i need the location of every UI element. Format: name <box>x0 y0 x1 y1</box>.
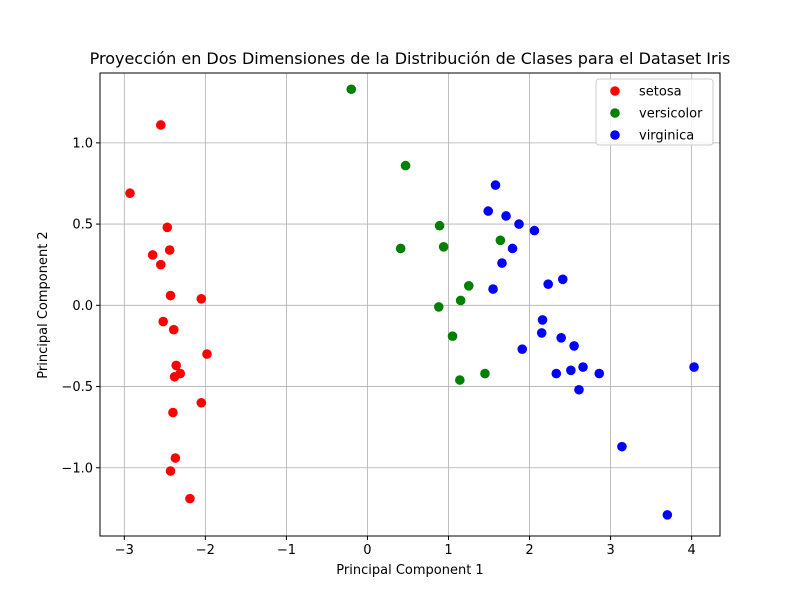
setosa-point <box>164 245 175 255</box>
setosa-point <box>171 360 181 371</box>
x-tick-label: 3 <box>606 543 614 558</box>
virginica-point <box>490 180 501 190</box>
virginica-point <box>483 206 494 216</box>
y-tick-label: 0.5 <box>72 218 93 233</box>
versicolor-point <box>434 220 445 231</box>
x-tick-label: 2 <box>525 543 533 558</box>
series-setosa <box>125 120 212 504</box>
setosa-point <box>165 290 176 301</box>
virginica-point <box>517 344 528 354</box>
setosa-point <box>168 324 179 335</box>
virginica-point <box>689 362 699 372</box>
series-virginica <box>483 180 699 520</box>
data-points <box>125 84 699 520</box>
y-tick-label: 0.0 <box>72 299 93 314</box>
x-tick-label: −1 <box>277 543 296 558</box>
series-versicolor <box>346 84 506 385</box>
setosa-point <box>125 188 135 199</box>
setosa-point <box>162 222 173 233</box>
setosa-point <box>147 250 158 260</box>
versicolor-point <box>433 302 444 312</box>
setosa-point <box>202 349 212 359</box>
virginica-point <box>501 211 511 221</box>
y-tick-label: −1.0 <box>61 461 93 476</box>
setosa-point <box>158 316 169 327</box>
virginica-point <box>529 225 540 236</box>
legend-label-versicolor: versicolor <box>639 107 703 122</box>
virginica-point <box>551 368 562 379</box>
y-axis-label: Principal Component 2 <box>36 231 51 378</box>
setosa-point <box>170 453 181 463</box>
virginica-point <box>557 274 568 285</box>
versicolor-point <box>463 281 474 291</box>
versicolor-point <box>495 235 506 246</box>
x-tick-label: −3 <box>115 543 134 558</box>
setosa-point <box>196 397 207 408</box>
virginica-point <box>594 368 605 379</box>
legend-label-virginica: virginica <box>639 129 694 144</box>
legend-marker-setosa <box>610 86 620 96</box>
virginica-point <box>556 333 566 343</box>
plot-frame <box>99 72 721 537</box>
legend-marker-versicolor <box>610 108 620 118</box>
virginica-point <box>497 258 507 268</box>
versicolor-point <box>395 243 406 254</box>
virginica-point <box>507 243 518 254</box>
versicolor-point <box>480 368 490 379</box>
x-axis-label: Principal Component 1 <box>336 563 483 578</box>
versicolor-point <box>438 242 449 252</box>
virginica-point <box>574 384 584 395</box>
versicolor-point <box>400 160 411 171</box>
setosa-point <box>165 466 176 476</box>
setosa-point <box>196 294 207 304</box>
virginica-point <box>537 315 548 325</box>
setosa-point <box>155 259 166 270</box>
versicolor-point <box>455 375 465 385</box>
virginica-point <box>536 328 547 338</box>
x-tick-label: 4 <box>687 543 695 558</box>
x-tick-label: −2 <box>196 543 215 558</box>
legend-label-setosa: setosa <box>639 85 682 100</box>
virginica-point <box>578 362 588 372</box>
grid <box>100 73 720 536</box>
chart-title: Proyección en Dos Dimensiones de la Dist… <box>90 49 731 68</box>
virginica-point <box>543 279 553 289</box>
virginica-point <box>662 510 673 520</box>
setosa-point <box>155 120 166 130</box>
virginica-point <box>566 365 576 376</box>
virginica-point <box>617 441 627 452</box>
axis-ticks: −3 −2 −1 0 1 2 3 4 −1.0 −0.5 0.0 0.5 1.0 <box>61 136 695 558</box>
virginica-point <box>569 341 579 351</box>
legend-box <box>595 78 714 146</box>
virginica-point <box>514 219 524 229</box>
virginica-point <box>488 284 498 294</box>
y-tick-label: −0.5 <box>61 380 93 395</box>
setosa-point <box>168 407 178 418</box>
legend-marker-virginica <box>610 130 620 140</box>
legend: setosa versicolor virginica <box>595 78 714 146</box>
setosa-point <box>169 371 180 382</box>
setosa-point <box>185 493 195 504</box>
versicolor-point <box>346 84 357 95</box>
y-tick-label: 1.0 <box>72 136 93 151</box>
versicolor-point <box>447 331 458 341</box>
versicolor-point <box>455 295 466 306</box>
x-tick-label: 0 <box>363 543 371 558</box>
x-tick-label: 1 <box>444 543 452 558</box>
